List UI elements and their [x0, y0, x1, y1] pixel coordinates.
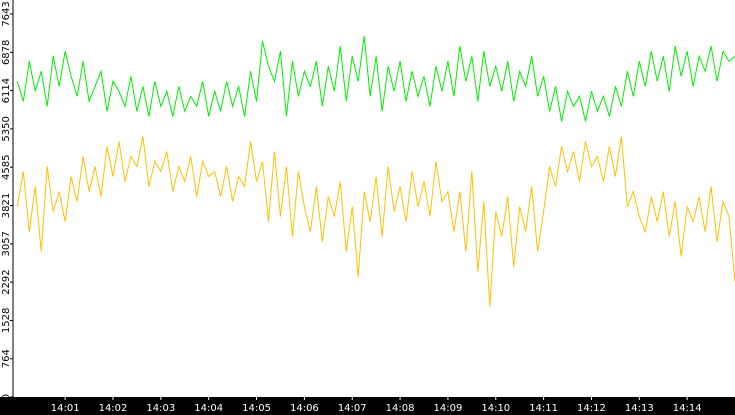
x-tick-label: 14:13 [625, 403, 654, 414]
x-tick-label: 14:01 [51, 403, 80, 414]
y-tick-label: 764 [1, 349, 12, 368]
x-tick-label: 14:06 [290, 403, 319, 414]
y-tick-label: 4585 [1, 155, 12, 180]
y-tick-label: 5350 [1, 116, 12, 141]
y-tick-label: 3057 [1, 231, 12, 256]
y-tick-label: 6114 [1, 78, 12, 103]
series-line [16, 136, 735, 307]
x-tick-label: 14:07 [338, 403, 367, 414]
x-tick-label: 14:04 [194, 403, 223, 414]
y-tick-label: 3821 [1, 193, 12, 218]
series-line [16, 36, 735, 122]
x-tick-label: 14:02 [99, 403, 128, 414]
x-tick-label: 14:08 [386, 403, 415, 414]
y-tick-label: 7643 [1, 1, 12, 26]
x-tick-label: 14:12 [577, 403, 606, 414]
x-tick-label: 14:11 [529, 403, 558, 414]
x-tick-label: 14:09 [434, 403, 463, 414]
x-tick-label: 14:05 [242, 403, 271, 414]
y-tick-label: 1528 [1, 308, 12, 333]
x-tick-label: 14:03 [146, 403, 175, 414]
x-tick-label: 14:14 [673, 403, 702, 414]
x-tick-label: 14:10 [481, 403, 510, 414]
y-tick-label: 2292 [1, 269, 12, 294]
x-axis-bar [0, 397, 735, 415]
y-tick-label: 0 [1, 394, 12, 400]
y-tick-label: 6878 [1, 40, 12, 65]
